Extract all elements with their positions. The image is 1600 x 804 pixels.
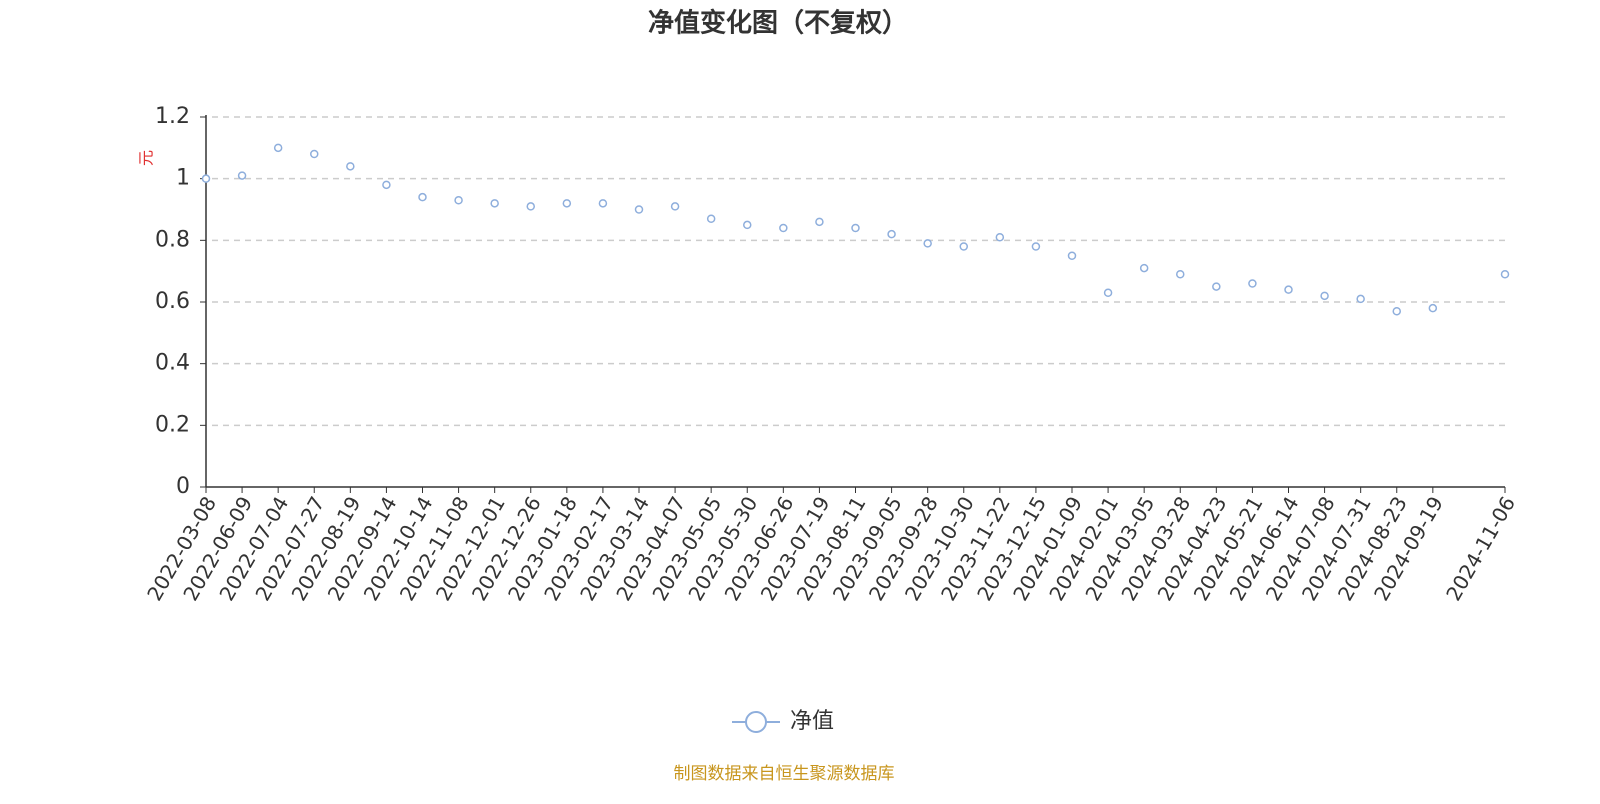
point-marker <box>923 239 932 248</box>
x-tick-label: 2024-11-06 <box>1441 492 1520 605</box>
point-marker <box>598 199 608 208</box>
point-marker <box>454 196 463 205</box>
point-marker <box>815 217 824 227</box>
point-marker <box>1500 270 1510 279</box>
point-marker <box>562 199 572 208</box>
y-tick-label: 1 <box>176 166 190 191</box>
point-marker <box>887 229 896 239</box>
point-marker <box>1320 291 1329 301</box>
point-marker <box>995 233 1005 242</box>
point-marker <box>1103 288 1113 297</box>
point-marker <box>382 180 391 190</box>
point-marker <box>1356 294 1365 304</box>
point-marker <box>273 143 283 153</box>
point-marker <box>346 162 355 171</box>
point-marker <box>1248 279 1257 288</box>
point-marker <box>526 202 535 211</box>
chart-title: 净值变化图（不复权） <box>648 8 908 39</box>
point-marker <box>706 214 716 223</box>
legend-label: 净值 <box>790 709 834 734</box>
point-marker <box>959 242 968 251</box>
point-marker <box>670 202 680 211</box>
point-marker <box>201 174 211 183</box>
point-marker <box>743 220 752 230</box>
y-tick-label: 0.8 <box>155 227 190 252</box>
point-marker <box>1067 251 1077 260</box>
legend-marker <box>745 711 767 733</box>
point-marker <box>237 171 247 180</box>
y-tick-label: 0.6 <box>155 289 190 314</box>
footer: 制图数据来自恒生聚源数据库 <box>674 764 895 784</box>
point-marker <box>1428 303 1438 313</box>
y-tick-label: 0 <box>176 474 190 499</box>
point-marker <box>490 199 499 208</box>
point-marker <box>634 205 644 214</box>
point-marker <box>1212 282 1221 291</box>
point-marker <box>310 149 319 159</box>
point-marker <box>1176 270 1185 279</box>
point-marker <box>418 192 427 202</box>
point-marker <box>1392 307 1401 316</box>
point-marker <box>1031 242 1041 251</box>
point-marker <box>851 223 860 233</box>
point-marker <box>1284 285 1293 294</box>
y-tick-label: 0.4 <box>155 351 190 376</box>
y-tick-label: 0.2 <box>155 412 190 437</box>
point-marker <box>779 223 788 233</box>
y-axis-label: 元 <box>137 150 156 166</box>
point-marker <box>1139 263 1149 273</box>
y-tick-label: 1.2 <box>155 104 190 129</box>
